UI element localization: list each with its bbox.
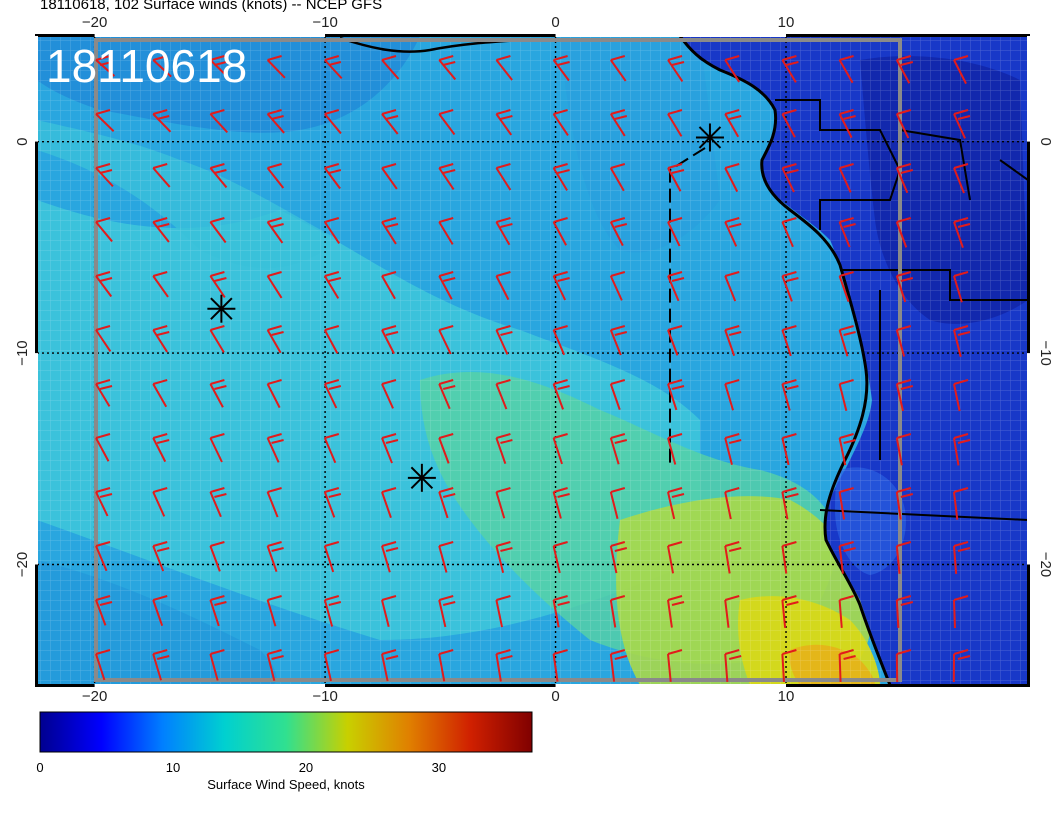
lon-label-bottom: 10 xyxy=(778,688,795,705)
lat-label-left: −20 xyxy=(14,552,31,577)
frame-tick-left xyxy=(35,36,38,142)
frame-tick-bottom xyxy=(37,684,95,687)
colorbar-tick-label: 0 xyxy=(36,760,43,775)
colorbar-title: Surface Wind Speed, knots xyxy=(207,777,365,792)
frame-tick-bottom xyxy=(786,684,1028,687)
frame-tick-bottom xyxy=(95,684,325,687)
colorbar-ramp xyxy=(40,712,532,752)
frame-tick-right xyxy=(1027,142,1030,353)
lon-label-top: −10 xyxy=(312,14,337,31)
frame-tick-left xyxy=(35,353,38,564)
frame-tick-right xyxy=(1027,565,1030,685)
frame-tick-top xyxy=(786,34,1028,37)
colorbar-tick-label: 30 xyxy=(432,760,446,775)
lon-label-top: 0 xyxy=(551,14,559,31)
colorbar: 0 10 20 30 Surface Wind Speed, knots xyxy=(36,712,532,792)
frame-tick-right xyxy=(1027,353,1030,564)
frame-tick-left xyxy=(35,142,38,353)
lat-label-left: 0 xyxy=(14,138,31,146)
frame-tick-top xyxy=(556,34,786,37)
lon-label-top: 10 xyxy=(778,14,795,31)
wind-speed-field xyxy=(37,36,1028,685)
lat-label-right: −20 xyxy=(1037,552,1054,577)
frame-tick-top xyxy=(325,34,555,37)
lat-label-right: 0 xyxy=(1037,138,1054,146)
colorbar-tick-label: 10 xyxy=(166,760,180,775)
lat-label-right: −10 xyxy=(1037,340,1054,365)
frame-tick-right xyxy=(1027,36,1030,142)
lon-label-top: −20 xyxy=(82,14,107,31)
frame-tick-top xyxy=(95,34,325,37)
colorbar-tick-label: 20 xyxy=(299,760,313,775)
station-marker xyxy=(408,464,436,492)
frame-tick-top xyxy=(37,34,95,37)
frame-tick-left xyxy=(35,565,38,685)
frame-tick-bottom xyxy=(556,684,786,687)
colorbar-ticks: 0 10 20 30 xyxy=(36,760,446,775)
date-stamp: 18110618 xyxy=(46,40,247,92)
lon-label-bottom: −20 xyxy=(82,688,107,705)
station-marker xyxy=(207,295,235,323)
lon-label-bottom: −10 xyxy=(312,688,337,705)
frame-tick-bottom xyxy=(325,684,555,687)
lat-label-left: −10 xyxy=(14,340,31,365)
lon-label-bottom: 0 xyxy=(551,688,559,705)
station-marker xyxy=(696,123,724,151)
